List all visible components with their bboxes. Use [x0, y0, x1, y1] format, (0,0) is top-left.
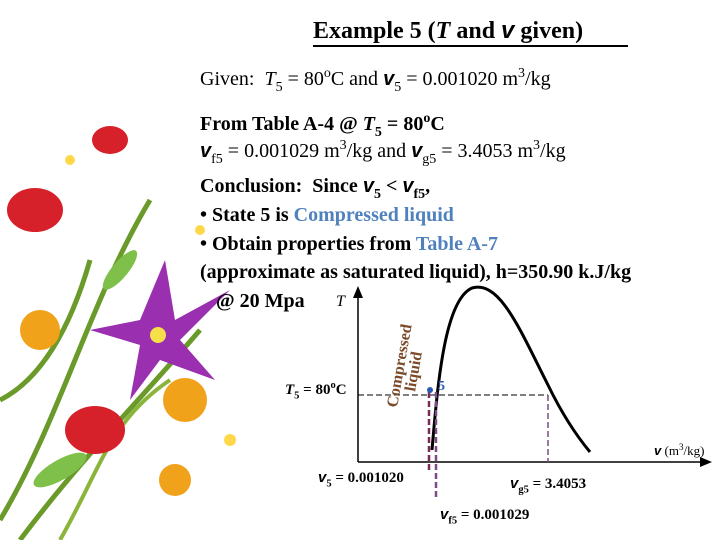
given-line: Given: T5 = 80oC and v5 = 0.001020 m3/kg: [200, 66, 551, 95]
bullet: • State 5 is Compressed liquid: [200, 204, 454, 226]
text-run: v: [501, 17, 516, 44]
t-axis-label: T: [336, 293, 346, 310]
text-run: o: [330, 380, 335, 391]
text-run: T: [264, 68, 277, 90]
bullet: • Obtain properties from Table A-7: [200, 233, 498, 255]
text-run: = 3.4053 m: [436, 140, 533, 162]
state-label: 5: [438, 379, 445, 394]
text-run: = 0.001020 m: [401, 68, 518, 90]
flower-decoration: [0, 126, 236, 540]
text-run: From Table A-4 @: [200, 113, 363, 135]
text-run: v: [402, 175, 415, 197]
text-run: o: [423, 111, 430, 126]
text-run: • State 5 is: [200, 204, 294, 226]
text-run: 3: [533, 138, 540, 153]
text-run: = 80: [382, 113, 423, 135]
text-run: g5: [518, 485, 529, 496]
text-run: ,: [425, 175, 430, 197]
text-run: 5: [394, 80, 401, 95]
text-run: f5: [413, 187, 425, 202]
text-run: and: [450, 18, 501, 44]
text-run: = 3.4053: [529, 476, 586, 492]
text-run: = 0.001029: [457, 507, 529, 523]
text-run: v: [200, 140, 213, 162]
text-run: v: [318, 469, 328, 486]
table-line: From Table A-4 @ T5 = 80oC: [200, 111, 445, 140]
text-run: = 0.001029 m: [223, 140, 340, 162]
ts-diagram: [353, 285, 712, 500]
text-run: f5: [211, 152, 223, 167]
region-label: liquid: [402, 350, 426, 392]
v5-label: v5 = 0.001020: [318, 469, 404, 490]
text-run: = 80: [299, 382, 330, 398]
conclusion-line: Conclusion: Since v5 < vf5,: [200, 175, 430, 202]
approx-line: (approximate as saturated liquid), h=350…: [200, 261, 631, 283]
property-line: vf5 = 0.001029 m3/kg and vg5 = 3.4053 m3…: [200, 138, 566, 167]
text-run: /kg: [540, 140, 566, 162]
text-run: = 0.001020: [332, 470, 404, 486]
text-run: g5: [422, 152, 436, 167]
text-run: v: [654, 443, 662, 458]
text-run: 3: [340, 138, 347, 153]
text-run: 5: [374, 187, 381, 202]
text-run: v: [383, 68, 396, 90]
text-run: T: [436, 18, 452, 44]
text-run: /kg: [525, 68, 551, 90]
text-run: o: [324, 66, 331, 81]
text-run: C: [430, 113, 444, 135]
text-run: Given:: [200, 68, 264, 90]
v-axis-label: v (m3/kg): [654, 442, 704, 458]
text-run: T: [285, 382, 295, 398]
text-run: v: [363, 175, 376, 197]
text-run: • Obtain properties from: [200, 233, 416, 255]
text-run: 5: [375, 125, 382, 140]
t5-label: T5 = 80oC: [285, 380, 347, 402]
vf5-label: vf5 = 0.001029: [440, 506, 529, 527]
text-run: (m: [661, 443, 679, 458]
vg5-label: vg5 = 3.4053: [510, 475, 586, 496]
slide-title: Example 5 (T and v given): [313, 17, 583, 44]
text-run: 3: [679, 442, 684, 452]
text-run: /kg): [683, 443, 704, 458]
text-run: C and: [331, 68, 383, 90]
text-run: v: [440, 506, 450, 523]
text-run: Conclusion: Since: [200, 175, 363, 197]
text-run: = 80: [283, 68, 324, 90]
text-run: /kg and: [347, 140, 411, 162]
text-run: 5: [326, 479, 331, 490]
text-run: v: [510, 475, 520, 492]
text-run: C: [336, 382, 347, 398]
text-run: 5: [276, 80, 283, 95]
text-run: 3: [518, 66, 525, 81]
text-run: Example 5 (: [313, 18, 436, 44]
text-run: Table A-7: [416, 233, 498, 255]
text-run: given): [514, 18, 583, 44]
text-run: 5: [294, 391, 299, 402]
text-run: T: [363, 113, 376, 135]
pressure-line: @ 20 Mpa: [216, 290, 305, 312]
text-run: <: [381, 175, 402, 197]
text-run: Compressed liquid: [294, 204, 454, 226]
text-run: f5: [448, 516, 457, 527]
text-run: v: [411, 140, 424, 162]
